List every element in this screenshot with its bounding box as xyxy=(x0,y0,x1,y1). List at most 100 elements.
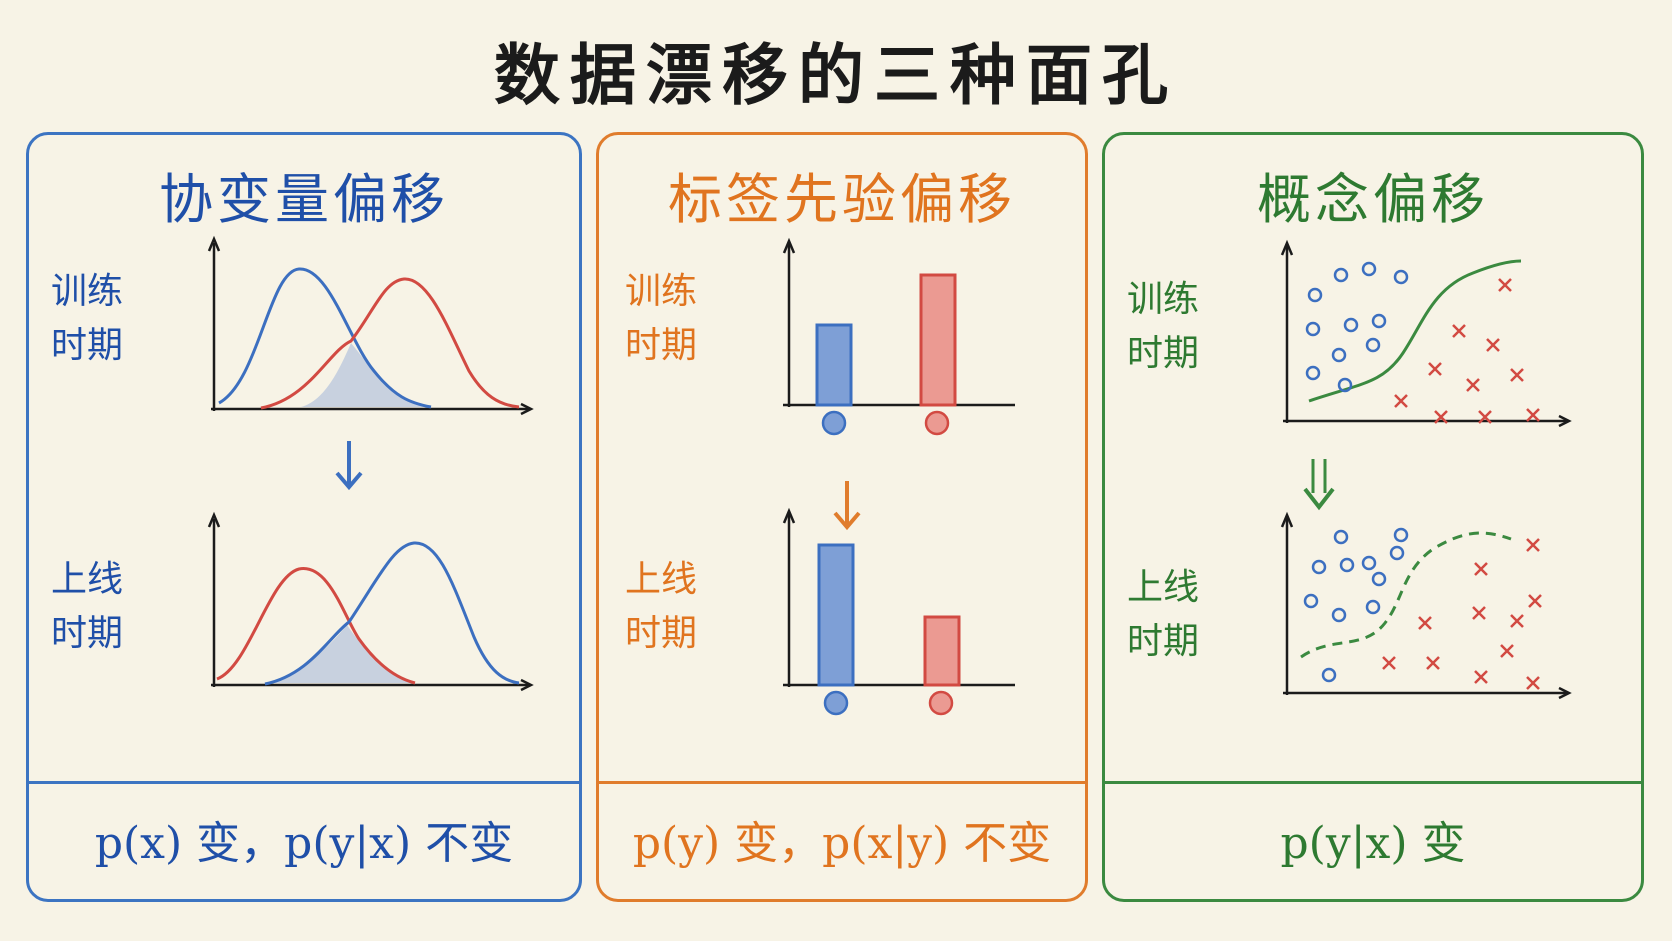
class-o-point xyxy=(1339,557,1355,573)
train-curve-blue xyxy=(218,267,432,409)
formula-part: 变， xyxy=(720,818,823,869)
online-period-label: 上线 时期 xyxy=(51,553,161,661)
down-arrow-icon xyxy=(827,475,867,535)
y-axis-arrow xyxy=(782,507,796,524)
class-x-point xyxy=(1418,616,1432,630)
class-marker-red xyxy=(928,690,954,716)
formula-part: p(y|x) xyxy=(1280,818,1408,869)
online-scatter-chart xyxy=(1280,511,1572,700)
panel-formula: p(y|x) 变 xyxy=(1105,807,1641,871)
y-axis-arrow xyxy=(782,237,796,254)
train-period-label: 训练 时期 xyxy=(51,265,161,373)
class-x-point xyxy=(1474,562,1488,576)
label-line-1: 训练 xyxy=(51,271,124,312)
overlap-area xyxy=(301,343,431,407)
online-period-label: 上线 时期 xyxy=(1127,561,1237,669)
formula-part: p(x) xyxy=(94,818,183,869)
class-x-point xyxy=(1510,368,1524,382)
class-x-point xyxy=(1382,656,1396,670)
train-period-label: 训练 时期 xyxy=(1127,273,1237,381)
train-curve-red xyxy=(260,277,520,410)
class-o-point xyxy=(1305,321,1321,337)
class-o-point xyxy=(1361,555,1377,571)
formula-part: 不变 xyxy=(949,818,1052,869)
class-marker-blue xyxy=(823,690,849,716)
class-o-point xyxy=(1365,599,1381,615)
formula-part: p(x|y) xyxy=(822,818,950,869)
y-axis-arrow xyxy=(207,235,221,252)
class-x-point xyxy=(1478,410,1492,424)
class-x-point xyxy=(1452,324,1466,338)
x-axis-arrow xyxy=(1558,686,1572,700)
class-o-point xyxy=(1311,559,1327,575)
panel-title: 概念偏移 xyxy=(1257,168,1489,231)
panel-covariate-shift: 协变量偏移 训练 时期 上线 时期 p(x) 变，p(y|x) 不变 xyxy=(26,132,582,902)
class-x-point xyxy=(1526,676,1540,690)
class-x-point xyxy=(1486,338,1500,352)
panel-concept-shift: 概念偏移 训练 时期 上线 时期 p(y|x) 变 xyxy=(1102,132,1644,902)
class-x-point xyxy=(1472,606,1486,620)
panel-divider xyxy=(1105,781,1641,784)
bar-class-blue xyxy=(815,323,853,407)
class-x-point xyxy=(1526,408,1540,422)
class-x-point xyxy=(1528,594,1542,608)
class-o-point xyxy=(1393,527,1409,543)
x-axis-arrow xyxy=(1558,414,1572,428)
label-line-2: 时期 xyxy=(51,613,124,654)
class-o-point xyxy=(1361,261,1377,277)
bar-class-red xyxy=(919,273,957,407)
formula-part: 变 xyxy=(1407,818,1466,869)
formula-part: 变， xyxy=(182,818,285,869)
class-x-point xyxy=(1466,378,1480,392)
panel-divider xyxy=(599,781,1085,784)
label-line-2: 时期 xyxy=(51,325,124,366)
y-axis-arrow xyxy=(1280,239,1294,256)
label-line-1: 上线 xyxy=(51,559,124,600)
panel-label-prior-shift: 标签先验偏移 训练 时期 上线 时期 p(y) 变，p(x|y) 不变 xyxy=(596,132,1088,902)
x-axis-arrow xyxy=(520,402,534,416)
label-line-2: 时期 xyxy=(625,613,698,654)
train-distribution-chart xyxy=(207,235,534,416)
online-bar-chart xyxy=(782,507,1015,716)
class-o-point xyxy=(1307,287,1323,303)
label-line-2: 时期 xyxy=(1127,333,1200,374)
class-x-point xyxy=(1428,362,1442,376)
bar-class-blue xyxy=(817,543,855,687)
panel-formula: p(x) 变，p(y|x) 不变 xyxy=(29,807,579,871)
label-line-1: 上线 xyxy=(625,559,698,600)
class-x-point xyxy=(1498,278,1512,292)
label-line-2: 时期 xyxy=(625,325,698,366)
class-o-point xyxy=(1321,667,1337,683)
class-o-point xyxy=(1389,545,1405,561)
panel-formula: p(y) 变，p(x|y) 不变 xyxy=(599,807,1085,871)
class-x-point xyxy=(1474,670,1488,684)
class-marker-blue xyxy=(821,410,847,436)
down-arrow-icon xyxy=(329,435,369,495)
train-scatter-chart xyxy=(1280,239,1572,428)
class-x-point xyxy=(1434,410,1448,424)
formula-part: p(y|x) xyxy=(284,818,412,869)
y-axis-arrow xyxy=(207,511,221,528)
online-period-label: 上线 时期 xyxy=(625,553,735,661)
train-period-label: 训练 时期 xyxy=(625,265,735,373)
class-o-point xyxy=(1333,267,1349,283)
class-o-point xyxy=(1343,317,1359,333)
class-o-point xyxy=(1393,269,1409,285)
formula-part: 不变 xyxy=(411,818,514,869)
class-o-point xyxy=(1371,571,1387,587)
class-o-point xyxy=(1365,337,1381,353)
class-o-point xyxy=(1337,377,1353,393)
label-line-1: 上线 xyxy=(1127,567,1200,608)
online-curve-blue xyxy=(264,541,520,686)
class-o-point xyxy=(1333,529,1349,545)
class-x-point xyxy=(1510,614,1524,628)
x-axis-arrow xyxy=(520,678,534,692)
class-x-point xyxy=(1526,538,1540,552)
label-line-2: 时期 xyxy=(1127,621,1200,662)
label-line-1: 训练 xyxy=(625,271,698,312)
online-distribution-chart xyxy=(207,511,534,692)
panel-title: 标签先验偏移 xyxy=(668,168,1016,231)
down-arrow-icon xyxy=(1299,453,1339,513)
y-axis-arrow xyxy=(1280,511,1294,528)
class-o-point xyxy=(1303,593,1319,609)
